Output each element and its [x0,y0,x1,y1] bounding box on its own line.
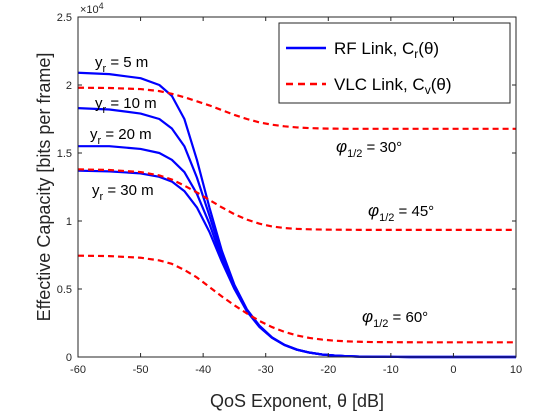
series-label-value: = 5 m [106,54,148,71]
series-label-symbol: φ [368,201,379,220]
legend-vlc-sub: v [425,83,431,97]
series-label-symbol: φ [336,137,347,156]
x-tick-label: -40 [195,364,211,376]
legend-rf-name: RF Link, C [334,39,414,58]
vlc-curve-6 [77,254,516,344]
legend-rf-sub: r [414,47,418,61]
legend-rf-label: RF Link, Cr(θ) [334,39,439,61]
series-annotations: yr = 5 myr = 10 myr = 20 myr = 30 mφ1/2 … [90,54,434,330]
series-label-symbol: y [90,126,98,143]
series-label-subscript: 1/2 [379,212,394,224]
x-axis-label: QoS Exponent, θ [dB] [210,391,384,411]
x-tick-label: -50 [133,364,149,376]
series-label-symbol: φ [362,307,373,326]
plot-frame [77,16,517,358]
legend: RF Link, Cr(θ) VLC Link, Cv(θ) [278,22,511,104]
series-label-symbol: y [95,54,103,71]
y-exponent-label: ×104 [80,1,104,16]
legend-rf-suffix: (θ) [418,39,439,58]
x-tick-label: 0 [450,364,456,376]
y-exponent-power: 4 [99,1,104,11]
series-label-5: φ1/2 = 45° [368,201,434,224]
series-label-2: yr = 20 m [90,126,152,147]
y-tick-label: 0 [66,352,72,364]
series-label-3: yr = 30 m [92,182,154,203]
legend-vlc-suffix: (θ) [431,75,452,94]
series-label-value: = 45° [394,203,434,220]
y-axis-ticks: 0 0.5 1 1.5 2 2.5 [57,12,516,364]
vlc-curve-5 [77,168,516,231]
series-label-subscript: r [100,191,104,203]
x-tick-label: 10 [510,364,522,376]
x-axis-ticks: -60 -50 -40 -30 -20 -10 0 10 [70,17,522,376]
series-label-subscript: r [98,135,102,147]
x-tick-label: -30 [258,364,274,376]
x-tick-label: -10 [383,364,399,376]
y-tick-label: 1 [66,216,72,228]
series-label-4: φ1/2 = 30° [336,137,402,160]
series-label-value: = 30 m [103,182,153,199]
series-label-subscript: r [103,63,107,75]
vlc-curve-4 [77,86,516,130]
y-tick-label: 1.5 [57,148,72,160]
y-tick-label: 2 [66,80,72,92]
series-label-symbol: y [95,95,103,112]
series-label-value: = 20 m [101,126,151,143]
y-exponent-base: ×10 [80,4,99,16]
legend-vlc-label: VLC Link, Cv(θ) [334,75,451,97]
series-label-subscript: 1/2 [373,318,388,330]
series-label-value: = 30° [362,139,402,156]
y-tick-label: 2.5 [57,12,72,24]
series-label-value: = 60° [388,309,428,326]
legend-vlc-name: VLC Link, C [334,75,425,94]
series-label-subscript: r [103,104,107,116]
series-label-subscript: 1/2 [347,148,362,160]
series-label-symbol: y [92,182,100,199]
legend-box [278,22,511,104]
series-label-0: yr = 5 m [95,54,148,75]
y-tick-label: 0.5 [57,284,72,296]
series-label-6: φ1/2 = 60° [362,307,428,330]
x-tick-label: -60 [70,364,86,376]
series-label-1: yr = 10 m [95,95,157,116]
x-tick-label: -20 [320,364,336,376]
series-label-value: = 10 m [106,95,156,112]
y-axis-label: Effective Capacity [bits per frame] [34,53,54,322]
